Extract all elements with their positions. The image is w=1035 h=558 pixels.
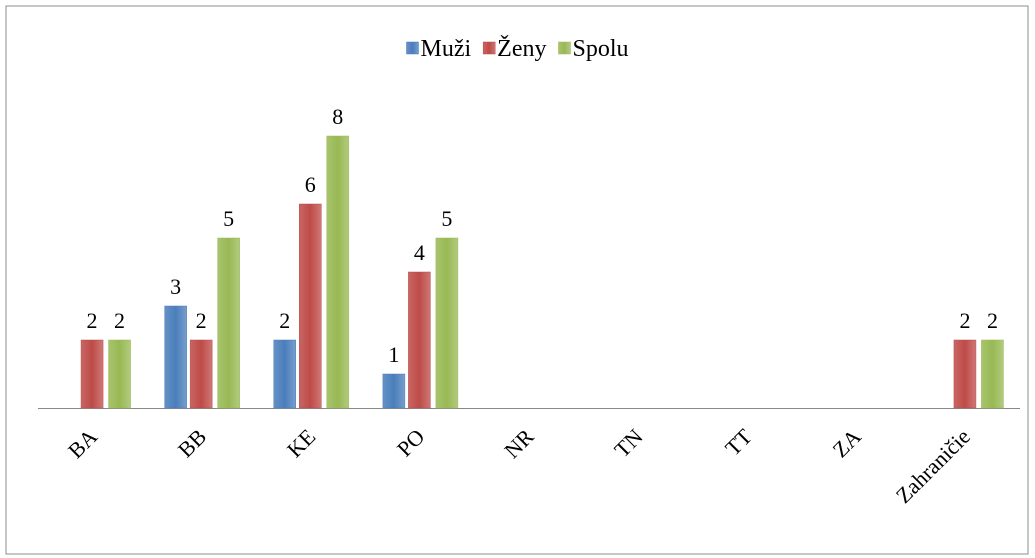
data-label: 6 [305,172,316,197]
bar [299,203,322,409]
data-label: 5 [223,206,234,231]
bar [408,271,431,409]
bar [981,339,1004,409]
legend-marker [482,41,496,55]
bar [164,305,187,409]
bar [189,339,213,409]
data-label: 2 [196,308,207,333]
legend-label: Ženy [497,36,546,62]
bar [326,135,350,409]
chart-frame [5,5,1029,555]
bar [435,237,459,409]
data-label: 2 [279,308,290,333]
data-label: 2 [114,308,125,333]
legend-label: Muži [421,36,472,62]
data-label: 2 [987,308,998,333]
bar [953,339,977,409]
legend-marker [558,41,571,55]
bar [80,339,104,409]
data-label: 1 [388,342,399,367]
data-label: 5 [441,206,452,231]
data-label: 2 [87,308,98,333]
data-label: 3 [170,274,181,299]
data-label: 8 [332,104,343,129]
bar [217,237,240,409]
data-label: 4 [414,240,425,265]
legend-marker [406,41,419,55]
bar [273,339,297,409]
bar [108,339,131,409]
data-label: 2 [959,308,970,333]
bar [382,373,406,409]
legend: Muži Ženy Spolu [406,36,629,62]
legend-label: Spolu [572,36,628,62]
